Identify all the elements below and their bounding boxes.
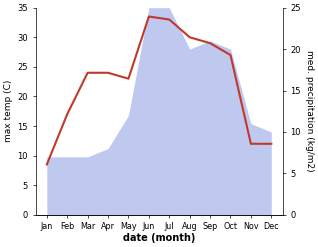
Y-axis label: max temp (C): max temp (C): [4, 80, 13, 143]
Y-axis label: med. precipitation (kg/m2): med. precipitation (kg/m2): [305, 50, 314, 172]
X-axis label: date (month): date (month): [123, 233, 195, 243]
